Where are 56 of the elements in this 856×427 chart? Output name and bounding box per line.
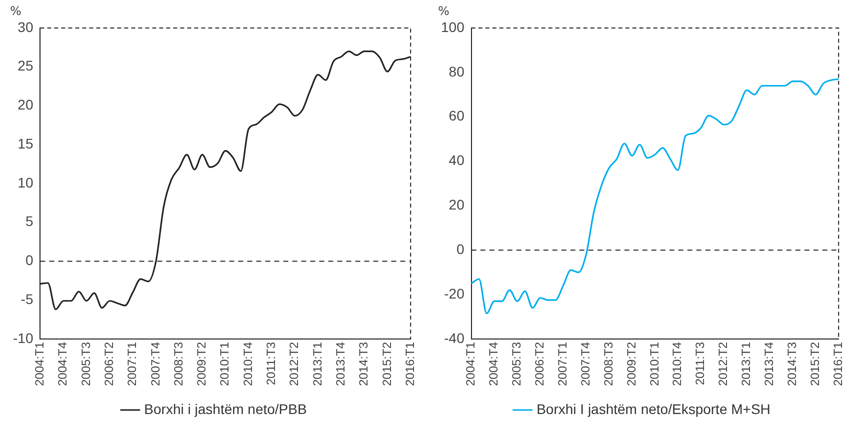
- x-tick-label: 2004:T1: [32, 342, 47, 386]
- x-tick-label: 2007:T1: [555, 342, 570, 386]
- y-tick-label: 15: [18, 135, 34, 152]
- x-tick-label: 2013:T1: [739, 342, 754, 386]
- x-tick-label: 2008:T3: [171, 342, 186, 386]
- x-tick-label: 2004:T4: [56, 342, 70, 386]
- legend-label: Borxhi I jashtëm neto/Eksporte M+SH: [536, 400, 770, 417]
- y-tick-label: 60: [448, 108, 465, 124]
- y-tick-label: -10: [13, 330, 34, 346]
- x-tick-label: 2016:T1: [830, 342, 845, 386]
- x-tick-label: 2004:T4: [486, 342, 501, 386]
- line-series: [470, 78, 840, 314]
- y-tick-label: 0: [456, 240, 465, 257]
- y-tick-label: 40: [448, 152, 465, 168]
- x-tick-label: 2011:T3: [264, 342, 278, 386]
- x-tick-label: 2010:T1: [218, 342, 232, 386]
- y-tick-label: 5: [25, 213, 34, 230]
- x-tick-label: 2009:T2: [194, 342, 209, 386]
- x-tick-label: 2006:T2: [102, 342, 116, 386]
- x-tick-label: 2005:T3: [78, 342, 93, 386]
- x-tick-label: 2007:T4: [148, 342, 162, 386]
- x-tick-label: 2014:T3: [785, 342, 800, 386]
- x-tick-label: 2009:T2: [624, 342, 638, 386]
- legend-label: Borxhi i jashtëm neto/PBB: [144, 400, 307, 417]
- y-axis-title: %: [10, 4, 22, 18]
- x-tick-label: 2007:T4: [578, 342, 592, 386]
- x-tick-label: 2010:T1: [647, 342, 662, 386]
- y-tick-label: 25: [18, 58, 34, 74]
- y-tick-label: 0: [25, 252, 34, 268]
- x-tick-label: 2013:T4: [762, 342, 776, 386]
- x-tick-label: 2014:T3: [356, 342, 371, 386]
- y-tick-label: 20: [448, 196, 465, 213]
- x-tick-label: 2011:T3: [693, 342, 708, 386]
- y-tick-label: 10: [18, 174, 34, 190]
- x-tick-label: 2015:T2: [380, 342, 394, 386]
- x-tick-label: 2015:T2: [808, 342, 822, 386]
- y-tick-label: 80: [448, 63, 465, 80]
- y-tick-label: 100: [441, 18, 465, 35]
- y-tick-label: -20: [444, 285, 465, 302]
- x-tick-label: 2012:T2: [287, 342, 302, 386]
- y-tick-label: 20: [18, 96, 34, 113]
- y-tick-label: -40: [444, 330, 465, 346]
- y-tick-label: -5: [20, 290, 34, 307]
- x-tick-label: 2010:T4: [670, 342, 684, 386]
- x-tick-label: 2013:T4: [333, 342, 348, 386]
- y-axis-title: %: [438, 4, 450, 18]
- x-tick-label: 2012:T2: [716, 342, 730, 386]
- x-tick-label: 2013:T1: [310, 342, 324, 386]
- x-tick-label: 2005:T3: [510, 342, 524, 386]
- x-tick-label: 2010:T4: [240, 342, 255, 386]
- x-tick-label: 2008:T3: [601, 342, 616, 386]
- y-tick-label: 30: [18, 18, 34, 35]
- x-tick-label: 2007:T1: [125, 342, 140, 386]
- x-tick-label: 2006:T2: [532, 342, 547, 386]
- x-tick-label: 2016:T1: [402, 342, 417, 386]
- x-tick-label: 2004:T1: [464, 342, 478, 386]
